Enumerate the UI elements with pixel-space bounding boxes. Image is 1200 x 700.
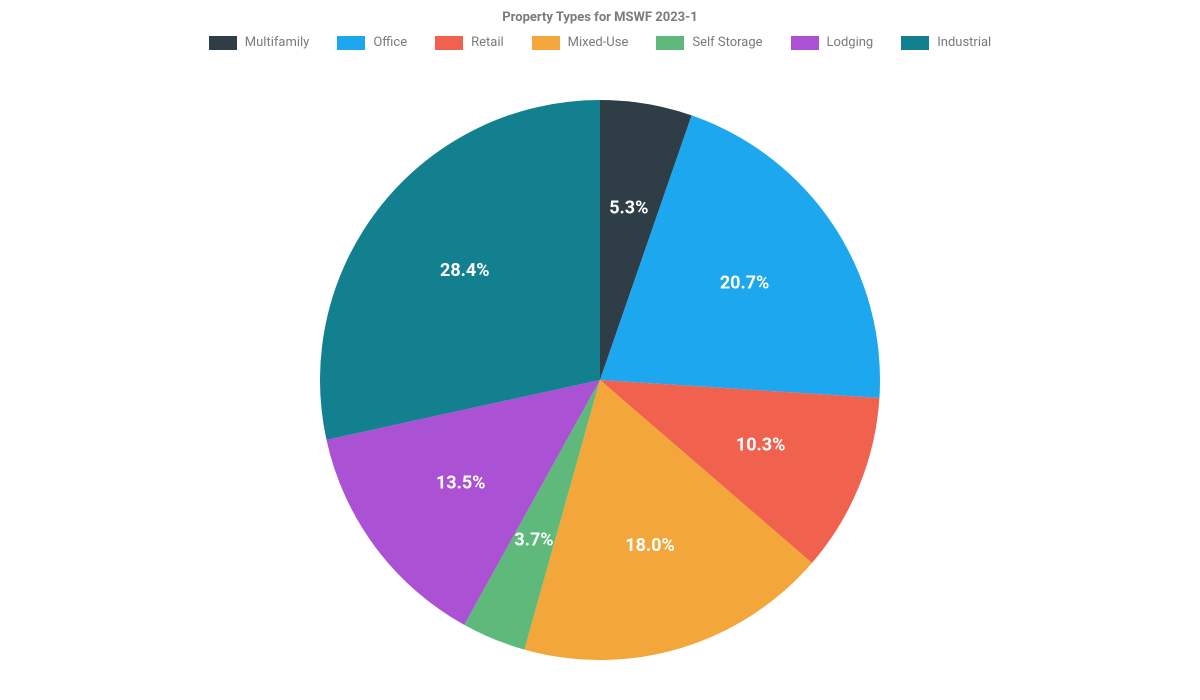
chart-container: Property Types for MSWF 2023-1 Multifami… <box>0 0 1200 700</box>
legend-item: Lodging <box>791 35 874 50</box>
legend-swatch <box>791 36 819 50</box>
legend-swatch <box>901 36 929 50</box>
legend-swatch <box>209 36 237 50</box>
legend-label: Industrial <box>937 35 991 50</box>
legend-swatch <box>337 36 365 50</box>
legend-swatch <box>656 36 684 50</box>
legend-swatch <box>532 36 560 50</box>
legend-label: Mixed-Use <box>568 35 629 50</box>
legend: Multifamily Office Retail Mixed-Use Self Sto… <box>0 35 1200 50</box>
slice-label: 5.3% <box>609 198 648 219</box>
legend-label: Lodging <box>827 35 874 50</box>
pie-area: 5.3% 20.7% 10.3% 18.0% 3.7% 13.5% 28.4% <box>0 50 1200 670</box>
slice-label: 13.5% <box>436 472 486 493</box>
slice-label: 3.7% <box>514 529 553 550</box>
legend-item: Retail <box>435 35 504 50</box>
legend-label: Office <box>373 35 407 50</box>
legend-item: Office <box>337 35 407 50</box>
legend-item: Mixed-Use <box>532 35 629 50</box>
slice-label: 20.7% <box>720 273 770 294</box>
legend-swatch <box>435 36 463 50</box>
legend-item: Industrial <box>901 35 991 50</box>
pie-svg: 5.3% 20.7% 10.3% 18.0% 3.7% 13.5% 28.4% <box>0 50 1200 670</box>
chart-title: Property Types for MSWF 2023-1 <box>0 0 1200 25</box>
slice-label: 10.3% <box>736 434 786 455</box>
slice-label: 28.4% <box>440 260 490 281</box>
legend-item: Self Storage <box>656 35 762 50</box>
legend-label: Retail <box>471 35 504 50</box>
legend-label: Multifamily <box>245 35 310 50</box>
legend-item: Multifamily <box>209 35 310 50</box>
slice-label: 18.0% <box>625 535 675 556</box>
legend-label: Self Storage <box>692 35 762 50</box>
